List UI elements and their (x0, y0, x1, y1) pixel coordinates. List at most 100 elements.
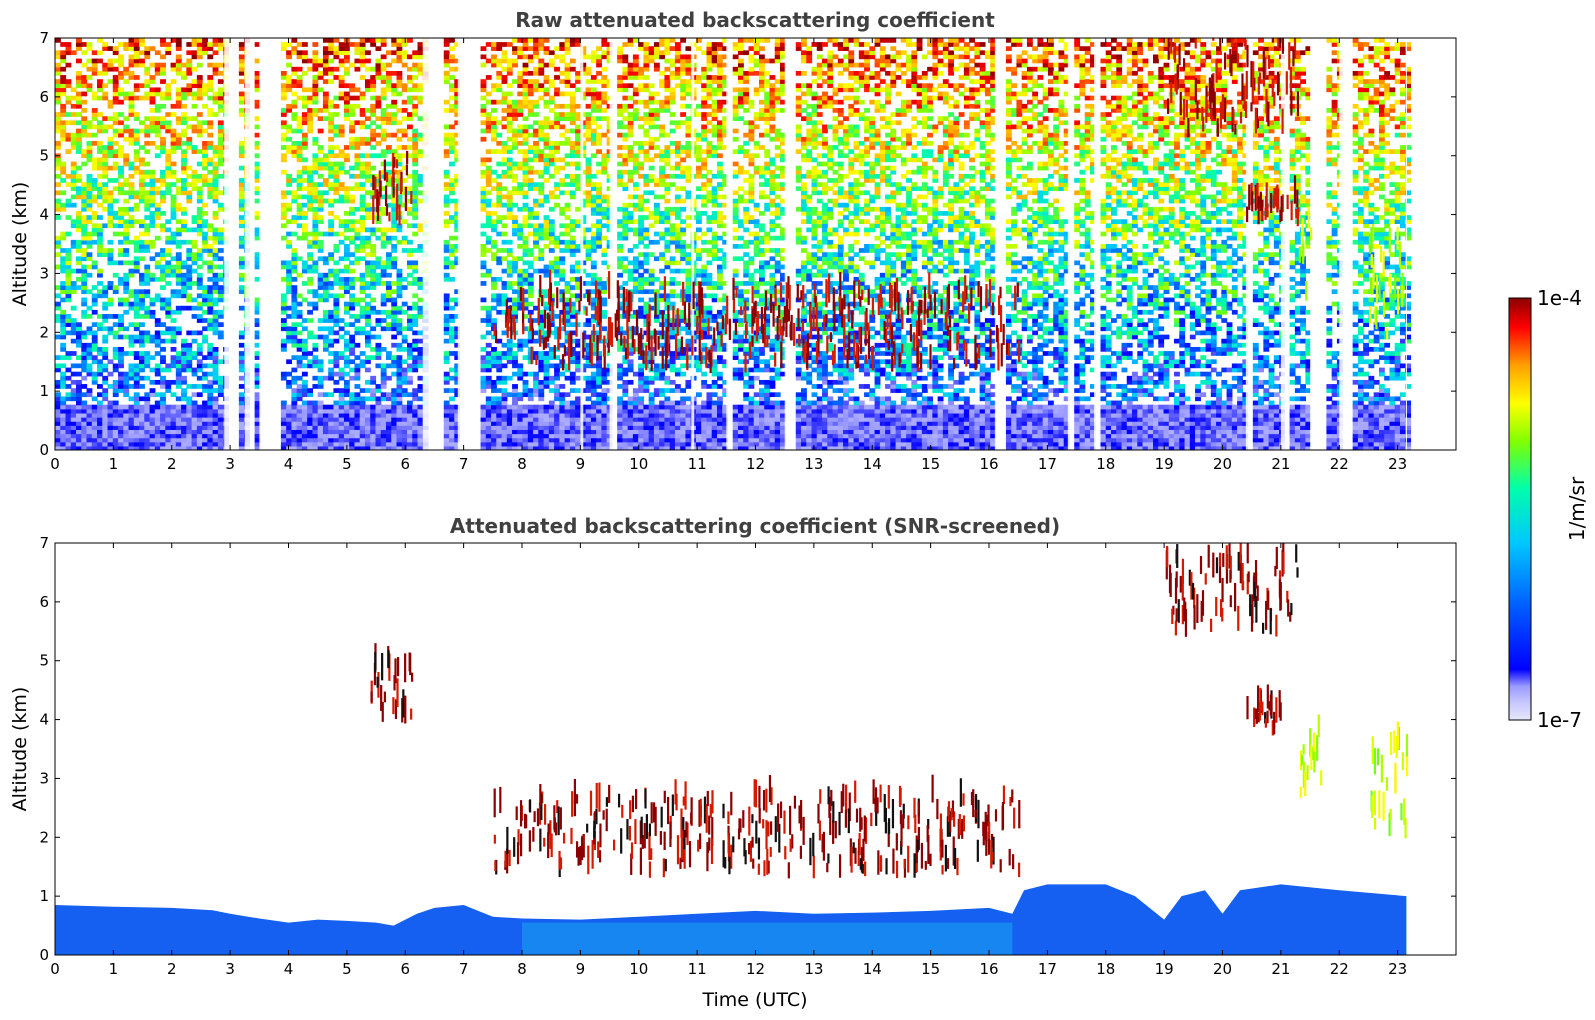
data-cell (55, 112, 61, 117)
data-cell (107, 408, 114, 414)
data-cell (128, 375, 135, 381)
data-cell (338, 239, 345, 245)
data-cell (97, 38, 103, 43)
data-cell (202, 244, 208, 249)
data-cell (196, 252, 203, 257)
data-cell (76, 363, 82, 369)
data-cell (55, 141, 61, 146)
data-cell (286, 239, 293, 245)
data-cell (139, 173, 145, 179)
data-cell (123, 425, 130, 430)
data-cell (412, 437, 419, 443)
data-cell (396, 425, 403, 430)
data-cell (207, 248, 214, 253)
data-cell (343, 108, 350, 113)
data-cell (217, 314, 224, 319)
data-cell (280, 433, 287, 439)
data-cell (202, 173, 208, 179)
data-cell (307, 173, 314, 179)
data-cell (491, 239, 497, 245)
data-cell (55, 116, 61, 121)
data-cell (107, 165, 114, 171)
data-cell (212, 330, 219, 336)
data-cell (412, 359, 419, 365)
data-cell (301, 58, 308, 64)
data-cell (443, 256, 450, 262)
data-cell (170, 256, 177, 262)
data-cell (370, 417, 377, 422)
data-cell (128, 272, 135, 278)
data-cell (491, 186, 497, 192)
data-cell (417, 116, 424, 121)
data-cell (506, 375, 513, 381)
data-cell (118, 173, 124, 179)
data-cell (160, 400, 166, 406)
data-cell (480, 169, 487, 175)
data-cell (139, 276, 145, 282)
data-cell (517, 149, 524, 154)
data-cell (97, 384, 103, 389)
data-cell (112, 417, 119, 422)
data-cell (86, 252, 93, 257)
data-cell (533, 202, 539, 208)
data-cell (133, 264, 140, 270)
data-cell (60, 433, 67, 439)
data-cell (238, 108, 245, 113)
data-cell (123, 276, 130, 282)
data-cell (328, 252, 335, 257)
data-cell (207, 186, 214, 192)
data-cell (401, 116, 408, 121)
data-cell (517, 404, 524, 410)
data-cell (449, 417, 455, 422)
data-cell (133, 437, 140, 443)
data-cell (207, 182, 214, 187)
data-cell (81, 206, 88, 212)
data-cell (333, 198, 340, 204)
data-cell (317, 441, 324, 447)
data-cell (212, 400, 219, 406)
data-cell (533, 145, 539, 150)
data-cell (128, 182, 135, 187)
data-cell (60, 169, 67, 175)
data-cell (449, 244, 455, 249)
data-cell (491, 355, 497, 360)
data-cell (349, 404, 356, 410)
data-cell (175, 437, 182, 443)
data-cell (559, 42, 566, 47)
data-cell (144, 70, 151, 76)
data-cell (443, 108, 450, 113)
data-cell (354, 153, 361, 159)
data-cell (517, 91, 524, 97)
data-cell (338, 165, 345, 171)
data-cell (70, 165, 77, 171)
data-cell (548, 99, 555, 105)
data-cell (286, 408, 293, 414)
data-cell (301, 42, 308, 47)
data-cell (97, 112, 103, 117)
data-cell (522, 272, 529, 278)
data-cell (207, 145, 214, 150)
data-cell (191, 227, 198, 233)
data-cell (154, 70, 161, 76)
data-cell (349, 412, 356, 418)
data-cell (401, 338, 408, 344)
data-cell (133, 157, 140, 163)
data-cell (443, 50, 450, 56)
data-cell (291, 128, 298, 134)
data-cell (322, 392, 329, 398)
data-cell (449, 437, 455, 443)
data-cell (133, 301, 140, 307)
data-cell (128, 103, 135, 109)
data-cell (548, 157, 555, 163)
data-cell (286, 79, 293, 84)
data-cell (491, 359, 497, 365)
data-cell (55, 198, 61, 204)
data-cell (65, 289, 72, 295)
data-cell (364, 421, 371, 426)
data-cell (186, 141, 193, 146)
data-cell (491, 219, 497, 224)
data-cell (443, 223, 450, 229)
data-cell (338, 79, 345, 84)
data-cell (533, 120, 539, 126)
data-cell (554, 272, 560, 278)
